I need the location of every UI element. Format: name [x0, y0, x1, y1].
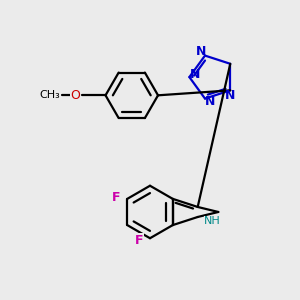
Text: NH: NH: [204, 216, 221, 226]
Text: F: F: [135, 234, 143, 247]
Text: N: N: [225, 89, 236, 102]
Text: N: N: [205, 95, 216, 108]
Text: N: N: [195, 45, 206, 58]
Text: F: F: [112, 190, 121, 203]
Text: N: N: [190, 68, 200, 81]
Text: O: O: [70, 89, 80, 102]
Text: CH₃: CH₃: [39, 90, 60, 100]
